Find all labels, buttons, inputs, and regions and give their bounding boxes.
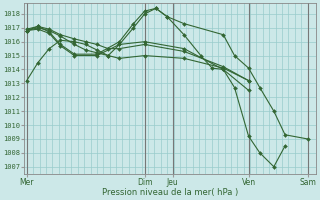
- X-axis label: Pression niveau de la mer( hPa ): Pression niveau de la mer( hPa ): [102, 188, 238, 197]
